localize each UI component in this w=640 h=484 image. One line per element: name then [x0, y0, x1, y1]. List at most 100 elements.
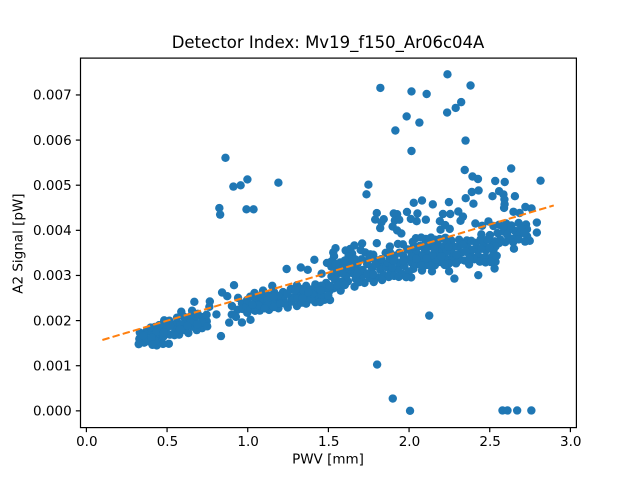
data-point: [372, 360, 382, 369]
data-point: [499, 203, 509, 213]
data-point: [134, 339, 143, 349]
data-point: [476, 235, 485, 244]
data-point: [395, 215, 404, 224]
data-point: [421, 239, 430, 248]
data-point: [276, 299, 285, 309]
data-point: [227, 301, 237, 311]
y-tick-label: 0.000: [33, 404, 72, 420]
data-point: [466, 81, 475, 90]
data-point: [215, 210, 225, 219]
data-point: [438, 209, 448, 219]
data-point: [461, 247, 471, 257]
y-tick-label: 0.001: [33, 358, 72, 374]
data-point: [202, 310, 211, 319]
x-tick-label: 0.5: [157, 434, 178, 450]
data-point: [450, 274, 459, 283]
data-point: [249, 205, 258, 214]
data-point: [440, 260, 449, 270]
data-point: [501, 237, 510, 247]
data-point: [405, 406, 415, 415]
y-tick-label: 0.004: [33, 223, 72, 239]
data-point: [223, 292, 232, 301]
data-point: [164, 339, 174, 348]
data-point: [527, 406, 536, 415]
data-point: [467, 187, 477, 197]
data-point: [216, 331, 226, 341]
data-point: [401, 273, 411, 282]
data-point: [296, 263, 306, 272]
data-point: [212, 310, 221, 319]
y-axis-label: A2 Signal [pW]: [10, 193, 26, 293]
x-tick-label: 3.0: [560, 434, 581, 450]
data-point: [509, 244, 519, 253]
data-point: [325, 281, 335, 291]
data-point: [236, 181, 245, 190]
data-point: [483, 235, 492, 244]
data-point: [408, 237, 417, 246]
data-point: [444, 267, 454, 276]
data-point: [165, 321, 175, 331]
data-point: [461, 193, 470, 203]
data-point: [465, 254, 474, 263]
data-point: [421, 215, 431, 224]
data-point: [246, 315, 255, 325]
data-point: [474, 270, 483, 280]
data-point: [503, 230, 512, 239]
data-point: [503, 406, 512, 415]
data-point: [260, 304, 270, 313]
x-tick-label: 0.0: [76, 434, 97, 450]
data-point: [422, 89, 431, 99]
data-point: [357, 239, 367, 248]
data-point: [442, 108, 452, 117]
data-point: [520, 237, 530, 246]
data-point: [303, 265, 312, 275]
axes: 0.0 0.5 1.0 1.5 2.0 2.5 3.0 0.000 0.001 0.002 0.00…: [33, 57, 582, 450]
data-point: [315, 297, 325, 307]
plot-title: Detector Index: Mv19_f150_Ar06c04A: [172, 33, 485, 53]
data-point: [310, 255, 319, 264]
data-point: [473, 174, 483, 184]
data-point: [304, 288, 313, 297]
data-point: [338, 269, 347, 278]
data-point: [364, 180, 373, 189]
data-point: [445, 224, 454, 234]
x-axis-label: PWV [mm]: [292, 452, 364, 468]
data-point: [402, 207, 412, 217]
data-point: [340, 280, 350, 290]
data-point: [498, 222, 508, 232]
data-point: [354, 278, 364, 287]
data-point: [510, 192, 520, 201]
data-point: [147, 333, 156, 342]
data-point: [461, 136, 470, 145]
data-point: [492, 251, 501, 260]
data-point: [476, 244, 486, 253]
data-point: [436, 225, 445, 234]
data-point: [192, 325, 201, 335]
data-point: [443, 70, 452, 79]
y-tick-label: 0.007: [33, 88, 72, 104]
data-point: [532, 228, 542, 237]
data-point: [269, 292, 278, 302]
data-point: [159, 328, 169, 337]
data-point: [446, 209, 455, 219]
y-tick-label: 0.006: [33, 133, 72, 149]
x-tick-label: 2.0: [399, 434, 420, 450]
data-point: [471, 219, 480, 228]
data-point: [444, 197, 454, 207]
data-point: [458, 240, 468, 249]
data-point: [488, 192, 497, 201]
data-point: [229, 281, 239, 290]
y-tick-label: 0.005: [33, 178, 72, 194]
data-point: [379, 214, 388, 224]
data-point: [417, 196, 427, 205]
data-point: [506, 164, 516, 173]
data-point: [416, 233, 426, 242]
data-point: [369, 270, 378, 279]
data-point: [426, 233, 436, 242]
data-point: [158, 339, 168, 349]
data-point: [426, 261, 435, 270]
data-point: [411, 254, 421, 263]
data-point: [485, 243, 494, 252]
